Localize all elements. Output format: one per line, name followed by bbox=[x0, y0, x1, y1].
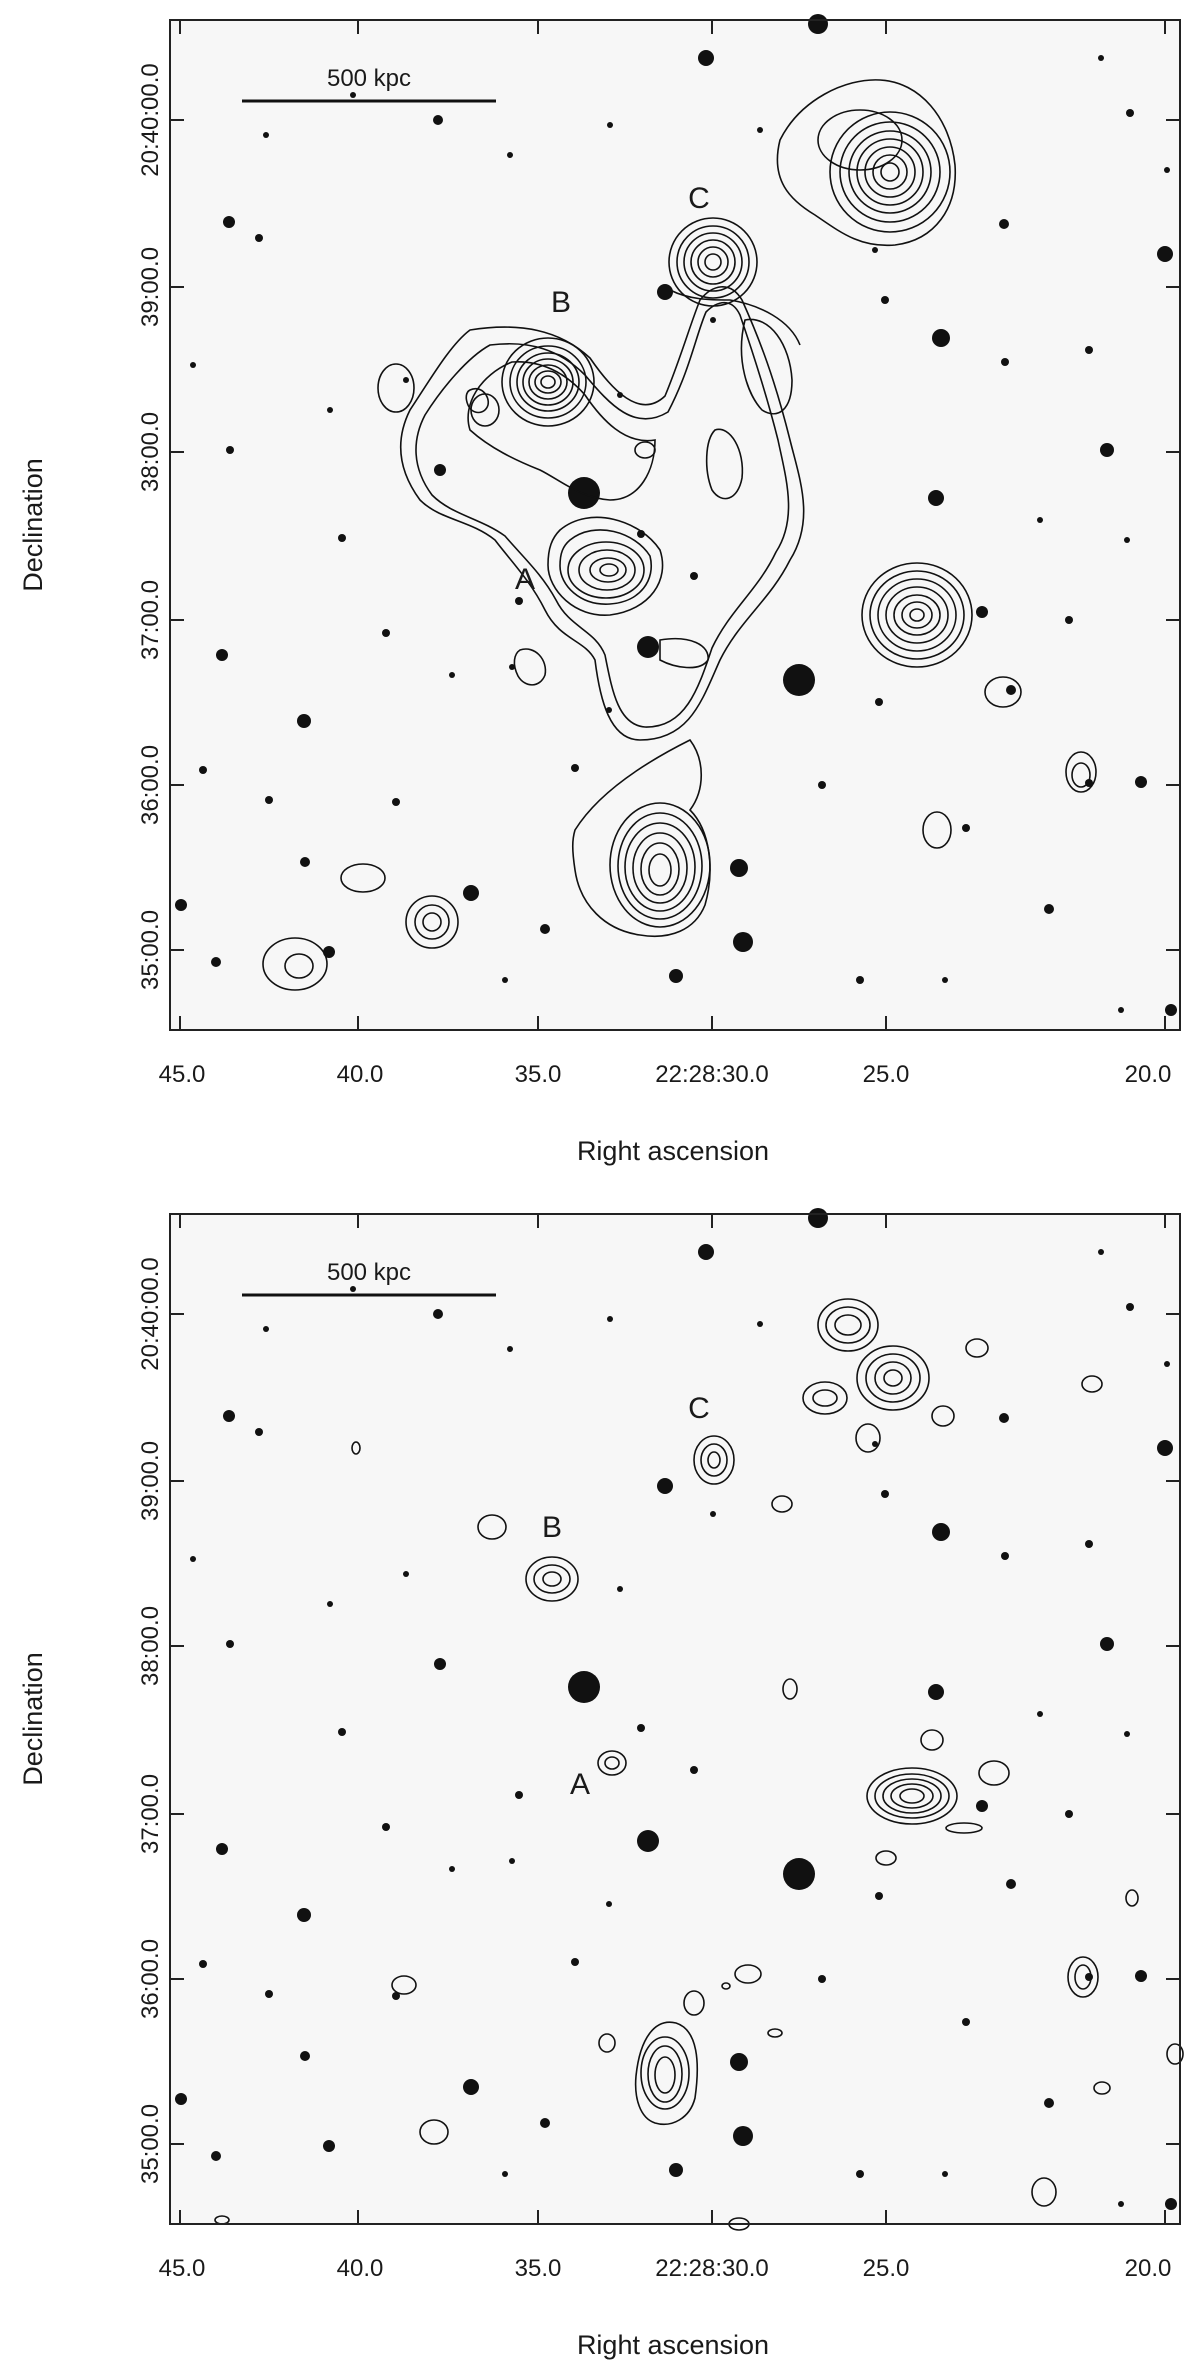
plot-frame bbox=[169, 19, 1181, 1031]
y-tick-marks bbox=[170, 1313, 1180, 2145]
x-axis-title: Right ascension bbox=[577, 1136, 769, 1166]
top-panel: 500 kpc A B C 45.0 40.0 35.0 22:28:30.0 … bbox=[18, 14, 1181, 1166]
optical-stars bbox=[175, 14, 1177, 1016]
y-axis-title: Declination bbox=[18, 458, 48, 592]
y-tick-label: 39:00.0 bbox=[137, 1441, 164, 1521]
x-tick-label: 45.0 bbox=[159, 1061, 206, 1088]
x-tick-label: 25.0 bbox=[863, 1061, 910, 1088]
x-tick-marks bbox=[179, 20, 1166, 1030]
x-tick-label: 45.0 bbox=[159, 2255, 206, 2282]
bottom-radio-optical-overlay: 500 kpc A B C 45.0 40.0 35.0 22:28:30.0 … bbox=[18, 1208, 1184, 2360]
source-label-b: B bbox=[542, 1511, 562, 1544]
bottom-panel: 500 kpc A B C 45.0 40.0 35.0 22:28:30.0 … bbox=[0, 1188, 1200, 2376]
x-tick-label: 22:28:30.0 bbox=[655, 1061, 768, 1088]
x-tick-label: 35.0 bbox=[515, 2255, 562, 2282]
source-label-a: A bbox=[515, 563, 535, 596]
source-label-c: C bbox=[688, 182, 710, 215]
optical-image-background bbox=[170, 20, 1180, 1030]
y-tick-label: 37:00.0 bbox=[137, 580, 164, 660]
y-tick-label: 39:00.0 bbox=[137, 247, 164, 327]
x-tick-marks bbox=[179, 1214, 1166, 2224]
optical-stars bbox=[175, 1208, 1177, 2210]
optical-image-background bbox=[170, 1214, 1180, 2224]
scale-bar-label: 500 kpc bbox=[327, 65, 411, 92]
scale-bar-label: 500 kpc bbox=[327, 1259, 411, 1286]
x-axis-title: Right ascension bbox=[577, 2330, 769, 2360]
y-tick-label: 37:00.0 bbox=[137, 1774, 164, 1854]
x-tick-label: 35.0 bbox=[515, 1061, 562, 1088]
x-tick-label: 25.0 bbox=[863, 2255, 910, 2282]
y-tick-label: 20:40:00.0 bbox=[137, 63, 164, 176]
y-tick-label: 35:00.0 bbox=[137, 2104, 164, 2184]
source-label-c: C bbox=[688, 1392, 710, 1425]
y-tick-label: 36:00.0 bbox=[137, 745, 164, 825]
y-tick-label: 38:00.0 bbox=[137, 412, 164, 492]
y-tick-label: 20:40:00.0 bbox=[137, 1257, 164, 1370]
y-axis-title: Declination bbox=[18, 1652, 48, 1786]
x-tick-label: 22:28:30.0 bbox=[655, 2255, 768, 2282]
top-radio-optical-overlay: 500 kpc A B C 45.0 40.0 35.0 22:28:30.0 … bbox=[18, 14, 1181, 1166]
x-tick-label: 40.0 bbox=[337, 1061, 384, 1088]
y-tick-label: 35:00.0 bbox=[137, 910, 164, 990]
source-label-a: A bbox=[570, 1768, 590, 1801]
y-tick-label: 36:00.0 bbox=[137, 1939, 164, 2019]
y-tick-label: 38:00.0 bbox=[137, 1606, 164, 1686]
x-tick-label: 20.0 bbox=[1125, 2255, 1172, 2282]
plot-frame bbox=[169, 1213, 1181, 2225]
x-tick-label: 40.0 bbox=[337, 2255, 384, 2282]
source-label-b: B bbox=[551, 286, 571, 319]
radio-contours bbox=[262, 79, 1097, 991]
x-tick-label: 20.0 bbox=[1125, 1061, 1172, 1088]
y-tick-marks bbox=[170, 119, 1180, 951]
